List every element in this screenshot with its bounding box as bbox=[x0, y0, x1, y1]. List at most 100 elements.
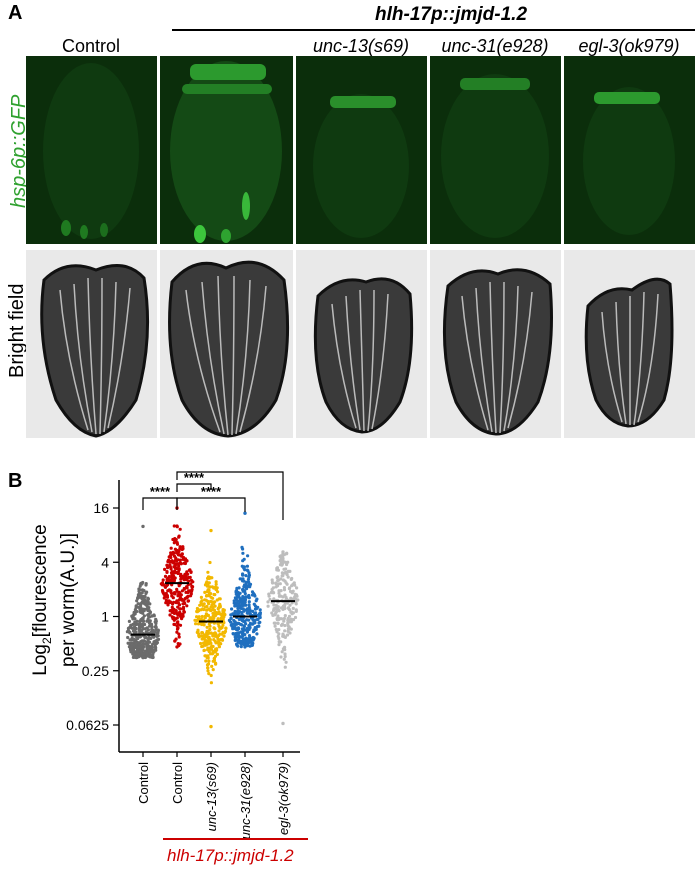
data-point bbox=[272, 597, 276, 601]
data-point bbox=[210, 603, 214, 607]
data-point bbox=[153, 630, 157, 634]
data-point bbox=[217, 633, 221, 638]
data-point bbox=[165, 563, 169, 567]
y-tick-label: 4 bbox=[101, 554, 109, 570]
data-point bbox=[126, 635, 130, 640]
data-point bbox=[243, 592, 247, 596]
data-point bbox=[206, 613, 210, 618]
data-point bbox=[242, 639, 246, 643]
data-point bbox=[186, 572, 190, 576]
data-point bbox=[212, 632, 216, 636]
data-point bbox=[142, 600, 146, 604]
data-point bbox=[287, 587, 291, 591]
data-point bbox=[275, 605, 279, 609]
data-point bbox=[206, 669, 210, 673]
data-point bbox=[266, 600, 270, 604]
data-point bbox=[175, 612, 179, 616]
data-point bbox=[276, 568, 280, 572]
data-point bbox=[241, 589, 245, 593]
data-point bbox=[143, 594, 147, 599]
data-point bbox=[138, 619, 142, 623]
data-point bbox=[195, 610, 199, 614]
data-point bbox=[274, 582, 278, 586]
data-point bbox=[170, 575, 174, 579]
data-point bbox=[276, 614, 280, 618]
data-point bbox=[203, 654, 207, 658]
significance-label: **** bbox=[150, 484, 171, 499]
gfp-image-unc31 bbox=[430, 56, 561, 244]
data-point bbox=[242, 624, 246, 628]
data-point bbox=[231, 627, 235, 631]
data-point bbox=[285, 552, 289, 556]
data-point bbox=[176, 626, 180, 630]
data-point bbox=[290, 584, 294, 588]
data-point bbox=[132, 610, 136, 615]
data-point bbox=[283, 593, 287, 597]
gfp-image-jmjd-control bbox=[160, 56, 293, 244]
data-point bbox=[235, 601, 239, 605]
data-point bbox=[206, 662, 211, 666]
data-point bbox=[240, 577, 244, 581]
data-point bbox=[208, 560, 212, 565]
data-point bbox=[275, 575, 279, 580]
data-point bbox=[174, 538, 178, 542]
data-point bbox=[176, 558, 180, 562]
data-point bbox=[250, 593, 255, 597]
data-point bbox=[241, 619, 245, 623]
data-point bbox=[281, 607, 285, 611]
data-point bbox=[286, 624, 290, 628]
data-point bbox=[207, 659, 211, 663]
data-point bbox=[283, 665, 287, 669]
data-point bbox=[182, 610, 186, 614]
column-label-unc31: unc-31(e928) bbox=[441, 36, 549, 56]
data-point bbox=[173, 639, 177, 643]
data-point bbox=[136, 641, 140, 645]
data-point bbox=[206, 570, 210, 574]
gfp-image-unc13 bbox=[296, 56, 427, 244]
data-point bbox=[222, 634, 226, 638]
data-point bbox=[166, 566, 170, 570]
data-point bbox=[233, 635, 237, 639]
data-point bbox=[278, 554, 282, 559]
gfp-image-control bbox=[26, 56, 157, 244]
data-point bbox=[283, 571, 288, 575]
data-point bbox=[188, 589, 192, 593]
data-point bbox=[154, 625, 158, 629]
data-point bbox=[293, 583, 297, 587]
data-point bbox=[214, 580, 218, 584]
data-point bbox=[207, 592, 212, 596]
data-point bbox=[237, 602, 241, 606]
data-point bbox=[149, 624, 154, 628]
data-point bbox=[252, 636, 256, 640]
data-point bbox=[125, 630, 129, 634]
data-point bbox=[275, 630, 279, 634]
data-point bbox=[255, 632, 259, 636]
data-point bbox=[280, 571, 284, 575]
data-point bbox=[175, 645, 179, 649]
data-point bbox=[148, 650, 152, 654]
data-point bbox=[175, 630, 179, 634]
data-point bbox=[283, 579, 287, 583]
data-point bbox=[282, 616, 286, 621]
data-point bbox=[176, 553, 180, 557]
significance-bracket bbox=[176, 483, 212, 492]
gfp-worm-jmjd-control bbox=[170, 61, 282, 243]
data-point bbox=[267, 592, 271, 596]
data-point bbox=[242, 565, 246, 569]
data-point bbox=[177, 535, 181, 539]
data-point bbox=[242, 585, 246, 589]
data-point bbox=[130, 644, 134, 648]
data-point bbox=[286, 627, 290, 631]
data-point bbox=[277, 628, 281, 632]
data-point bbox=[233, 609, 237, 614]
data-point bbox=[252, 628, 256, 632]
data-point bbox=[203, 643, 208, 647]
data-point bbox=[248, 621, 252, 625]
data-point bbox=[279, 655, 283, 659]
data-point bbox=[282, 588, 287, 592]
data-point bbox=[178, 591, 182, 595]
data-point bbox=[257, 612, 261, 616]
data-point bbox=[130, 614, 134, 618]
data-point bbox=[214, 582, 218, 586]
x-tick-label: unc-13(s69) bbox=[204, 762, 219, 831]
